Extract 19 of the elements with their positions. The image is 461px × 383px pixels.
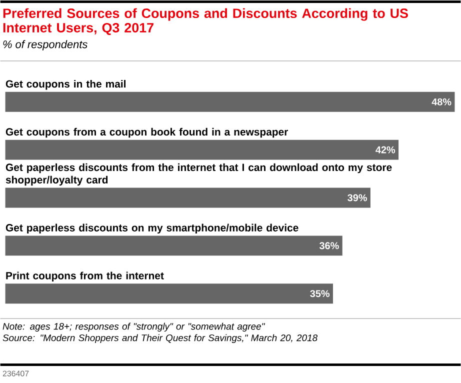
- chart-subtitle: % of respondents: [3, 40, 88, 51]
- data-label: 39%: [348, 194, 367, 202]
- data-label: 42%: [376, 146, 396, 154]
- y-tick-label: Get coupons in the mail: [6, 80, 126, 90]
- chart-title: Preferred Sources of Coupons and Discounts According to US Internet Users, Q3 2017: [3, 8, 408, 36]
- bar: [5, 236, 342, 256]
- source-note: Source: "Modern Shoppers and Their Quest for Savings," March 20, 2018: [2, 334, 318, 344]
- bar: [5, 188, 370, 208]
- data-label: 35%: [310, 290, 330, 298]
- bar: [5, 284, 333, 304]
- data-label: 48%: [432, 98, 452, 106]
- bar: [5, 140, 399, 160]
- y-tick-label: Get paperless discounts on my smartphone/mobile device: [6, 224, 298, 234]
- text: Note: ages 18+; responses of "strongly" or "somewhat agree": [2, 323, 266, 332]
- y-tick-label: Print coupons from the internet: [6, 272, 164, 282]
- data-label: 36%: [319, 242, 339, 250]
- y-tick-label: Get paperless discounts from the internet that I can download onto my store shopper/loyalty card: [6, 164, 392, 186]
- y-tick-label: Get coupons from a coupon book found in a newspaper: [6, 128, 288, 138]
- bar: [5, 92, 455, 112]
